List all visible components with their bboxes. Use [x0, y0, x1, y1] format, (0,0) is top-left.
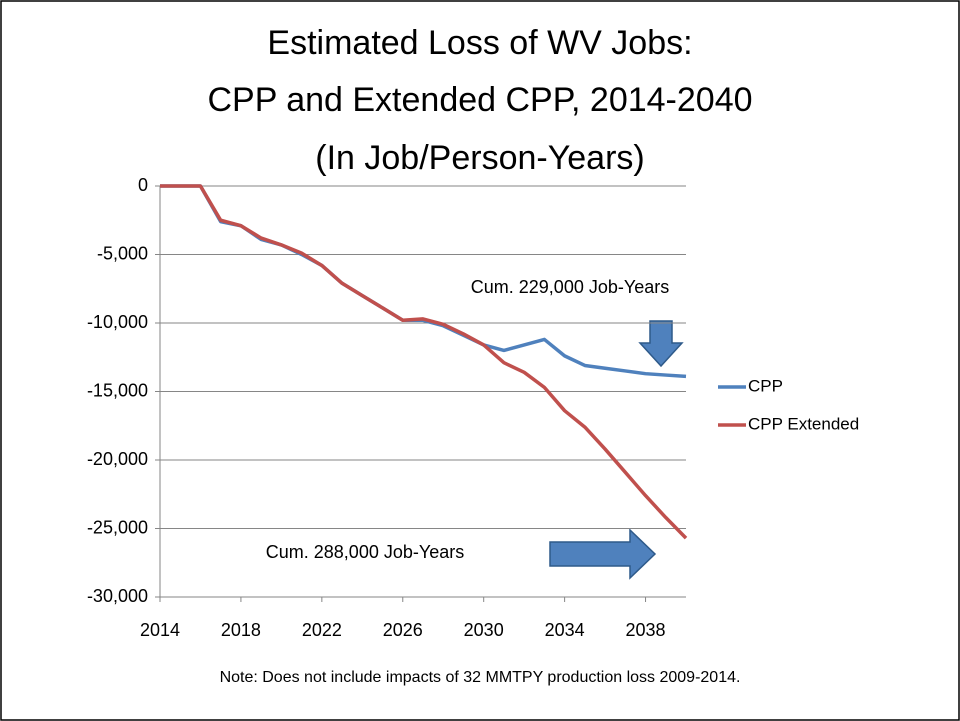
chart-title: (In Job/Person-Years) [315, 139, 644, 177]
chart-title: CPP and Extended CPP, 2014-2040 [207, 81, 752, 119]
legend-label: CPP Extended [748, 414, 859, 433]
x-tick-label: 2018 [221, 620, 261, 640]
series-line [160, 184, 688, 540]
y-tick-label: 0 [138, 175, 148, 195]
annotation: Cum. 288,000 Job-Years [266, 542, 464, 562]
y-tick-label: -5,000 [97, 243, 148, 263]
y-tick-label: -30,000 [87, 586, 148, 606]
chart-title: Estimated Loss of WV Jobs: [267, 24, 692, 62]
x-tick-label: 2030 [464, 620, 504, 640]
y-tick-label: -20,000 [87, 449, 148, 469]
arrow-down [638, 320, 684, 368]
note: Note: Does not include impacts of 32 MMT… [220, 669, 741, 686]
y-tick-label: -10,000 [87, 312, 148, 332]
x-tick-label: 2034 [545, 620, 585, 640]
x-tick-label: 2014 [140, 620, 180, 640]
x-tick-label: 2038 [626, 620, 666, 640]
legend-label: CPP [748, 376, 783, 395]
arrow-right [549, 528, 657, 580]
y-tick-label: -15,000 [87, 380, 148, 400]
x-tick-label: 2022 [302, 620, 342, 640]
annotation: Cum. 229,000 Job-Years [471, 277, 669, 297]
x-tick-label: 2026 [383, 620, 423, 640]
y-tick-label: -25,000 [87, 517, 148, 537]
